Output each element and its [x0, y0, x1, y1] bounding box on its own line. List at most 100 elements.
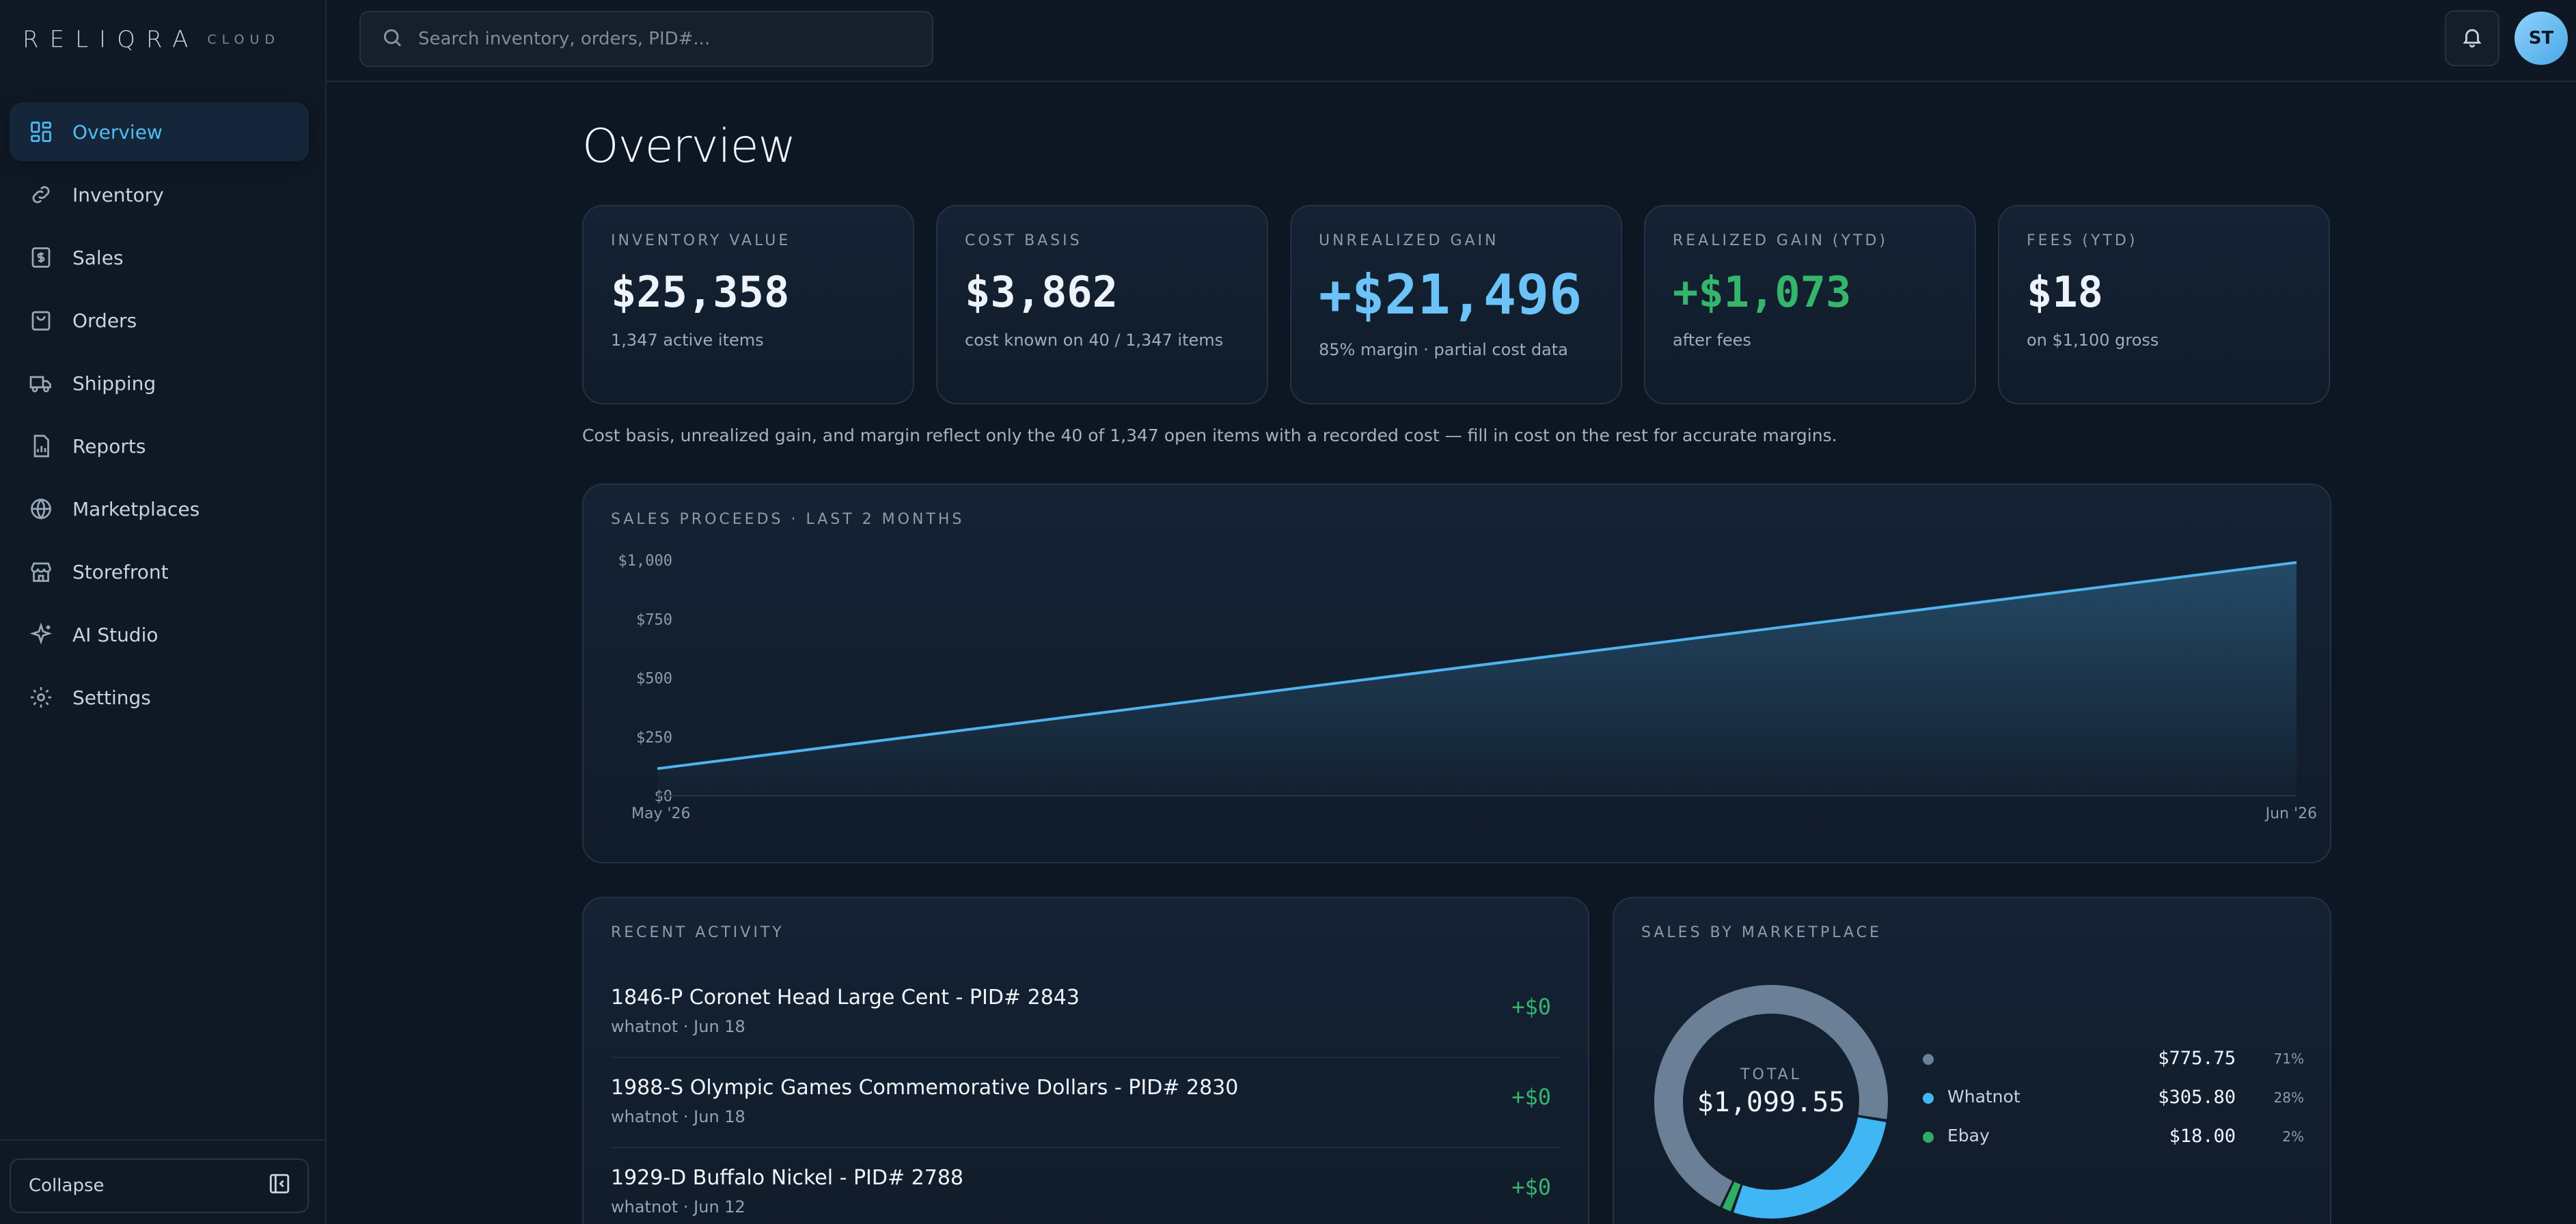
kpi-card-cost-basis: COST BASIS $3,862 cost known on 40 / 1,3…: [936, 205, 1268, 404]
marketplace-label: SALES BY MARKETPLACE: [1641, 924, 1882, 941]
search-input[interactable]: [418, 29, 896, 49]
kpi-value: $25,358: [611, 267, 790, 317]
activity-amount: +$0: [1511, 994, 1551, 1020]
sidebar: RELIQRA CLOUD Overview Inventory Sales O…: [0, 0, 327, 1224]
sidebar-item-label: Reports: [72, 434, 146, 458]
legend-percent: 2%: [2282, 1128, 2304, 1145]
sidebar-item-label: Storefront: [72, 560, 169, 583]
sidebar-item-storefront[interactable]: Storefront: [10, 542, 309, 601]
kpi-subtext: after fees: [1673, 331, 1751, 350]
search-icon: [381, 27, 403, 51]
dollar-doc-icon: [27, 244, 55, 271]
y-tick-label: $750: [636, 611, 672, 628]
kpi-value: +$1,073: [1673, 267, 1852, 317]
activity-label: RECENT ACTIVITY: [611, 924, 784, 941]
activity-title: 1929-D Buffalo Nickel - PID# 2788: [611, 1166, 964, 1190]
brand-tag: CLOUD: [207, 32, 281, 47]
marketplace-donut: [1654, 985, 1888, 1219]
legend-dot: [1923, 1093, 1934, 1104]
kpi-subtext: 85% margin · partial cost data: [1319, 340, 1568, 359]
sidebar-item-shipping[interactable]: Shipping: [10, 354, 309, 413]
collapse-button[interactable]: Collapse: [10, 1158, 309, 1213]
legend-value: $18.00: [2169, 1126, 2236, 1147]
sidebar-item-label: AI Studio: [72, 623, 159, 646]
sidebar-item-label: Shipping: [72, 372, 156, 395]
legend-percent: 28%: [2273, 1089, 2304, 1106]
activity-meta: whatnot · Jun 12: [611, 1197, 745, 1216]
bag-icon: [27, 307, 55, 334]
sidebar-item-label: Settings: [72, 686, 151, 709]
activity-meta: whatnot · Jun 18: [611, 1107, 745, 1126]
brand-logo[interactable]: RELIQRA CLOUD: [23, 23, 280, 56]
kpi-card-unrealized-gain: UNREALIZED GAIN +$21,496 85% margin · pa…: [1290, 205, 1622, 404]
notifications-button[interactable]: [2445, 10, 2499, 66]
chart-series-line: [657, 561, 2297, 770]
activity-row[interactable]: 1846-P Coronet Head Large Cent - PID# 28…: [611, 968, 1561, 1058]
y-tick-label: $1,000: [618, 553, 672, 570]
sidebar-item-overview[interactable]: Overview: [10, 102, 309, 161]
grid-icon: [27, 118, 55, 145]
activity-row[interactable]: 1929-D Buffalo Nickel - PID# 2788 whatno…: [611, 1148, 1561, 1224]
donut-slice: [1654, 985, 1888, 1219]
sparkle-icon: [27, 621, 55, 648]
kpi-label: COST BASIS: [965, 232, 1082, 249]
donut-total-label: TOTAL: [1740, 1066, 1802, 1083]
donut-total-value: $1,099.55: [1697, 1087, 1846, 1118]
x-tick-label: May '26: [631, 805, 691, 822]
truck-icon: [27, 370, 55, 397]
legend-value: $775.75: [2158, 1048, 2236, 1069]
kpi-value: +$21,496: [1319, 263, 1582, 326]
legend-value: $305.80: [2158, 1087, 2236, 1108]
sidebar-item-settings[interactable]: Settings: [10, 668, 309, 727]
kpi-subtext: on $1,100 gross: [2027, 331, 2159, 350]
gear-icon: [27, 684, 55, 711]
x-tick-label: Jun '26: [2264, 805, 2317, 822]
sidebar-item-orders[interactable]: Orders: [10, 291, 309, 350]
legend-name: Ebay: [1947, 1126, 1990, 1145]
activity-row[interactable]: 1988-S Olympic Games Commemorative Dolla…: [611, 1058, 1561, 1148]
kpi-value: $18: [2027, 267, 2103, 317]
sidebar-item-sales[interactable]: Sales: [10, 228, 309, 287]
globe-icon: [27, 495, 55, 523]
activity-amount: +$0: [1511, 1174, 1551, 1200]
y-tick-label: $500: [636, 671, 672, 688]
sidebar-item-ai-studio[interactable]: AI Studio: [10, 605, 309, 664]
sidebar-footer: Collapse: [0, 1139, 325, 1224]
sidebar-item-label: Sales: [72, 246, 124, 269]
sidebar-item-label: Marketplaces: [72, 497, 200, 520]
collapse-sidebar-icon: [268, 1172, 291, 1200]
legend-dot: [1923, 1132, 1934, 1143]
store-icon: [27, 558, 55, 585]
kpi-subtext: 1,347 active items: [611, 331, 764, 350]
sidebar-item-label: Orders: [72, 309, 137, 332]
y-tick-label: $250: [636, 729, 672, 747]
kpi-card-fees: FEES (YTD) $18 on $1,100 gross: [1998, 205, 2330, 404]
topbar: ST: [327, 0, 2576, 82]
search-bar[interactable]: [359, 11, 933, 67]
chart-area: [657, 562, 2297, 796]
kpi-label: FEES (YTD): [2027, 232, 2138, 249]
kpi-value: $3,862: [965, 267, 1118, 317]
sales-chart-card: SALES PROCEEDS · LAST 2 MONTHS $0 $250 $50…: [582, 484, 2331, 863]
activity-meta: whatnot · Jun 18: [611, 1017, 745, 1036]
legend-row: $775.75 71%: [1921, 1045, 2304, 1072]
sidebar-item-inventory[interactable]: Inventory: [10, 165, 309, 224]
kpi-label: UNREALIZED GAIN: [1319, 232, 1499, 249]
collapse-label: Collapse: [29, 1176, 105, 1196]
sidebar-item-reports[interactable]: Reports: [10, 417, 309, 475]
page-title: Overview: [582, 120, 796, 173]
activity-title: 1846-P Coronet Head Large Cent - PID# 28…: [611, 986, 1080, 1010]
activity-amount: +$0: [1511, 1084, 1551, 1110]
sidebar-item-label: Overview: [72, 120, 163, 143]
avatar[interactable]: ST: [2515, 12, 2568, 65]
chart-label: SALES PROCEEDS · LAST 2 MONTHS: [611, 511, 965, 528]
sales-by-marketplace-card: SALES BY MARKETPLACE TOTAL $1,099.55 $77…: [1613, 897, 2331, 1224]
legend-row: Ebay $18.00 2%: [1921, 1123, 2304, 1150]
kpi-label: INVENTORY VALUE: [611, 232, 791, 249]
kpi-card-realized-gain: REALIZED GAIN (YTD) +$1,073 after fees: [1644, 205, 1976, 404]
legend-row: Whatnot $305.80 28%: [1921, 1084, 2304, 1111]
legend-dot: [1923, 1054, 1934, 1065]
kpi-label: REALIZED GAIN (YTD): [1673, 232, 1888, 249]
sidebar-item-marketplaces[interactable]: Marketplaces: [10, 479, 309, 538]
